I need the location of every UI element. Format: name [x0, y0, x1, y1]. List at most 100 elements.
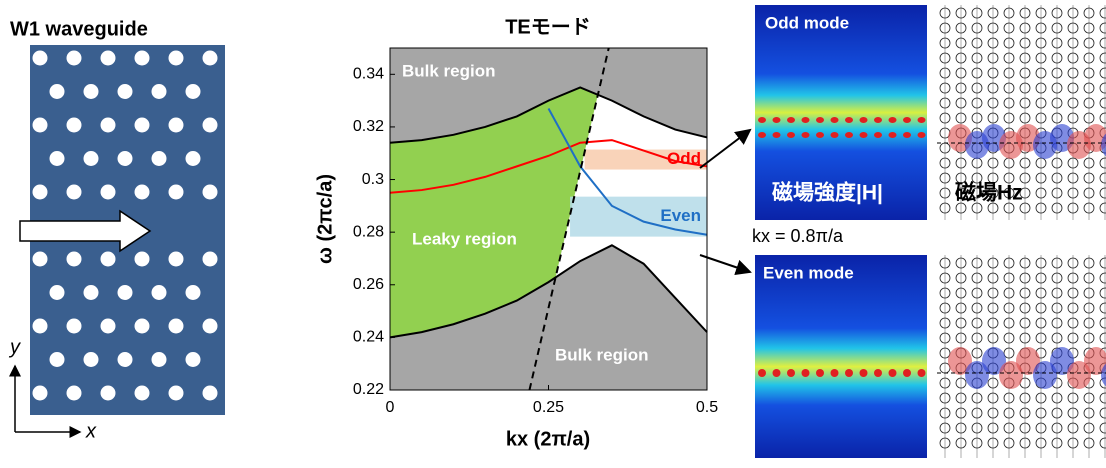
hole	[169, 319, 184, 334]
hot-spot	[845, 117, 853, 123]
hot-spot	[845, 132, 853, 138]
hole	[50, 352, 65, 367]
axis-label: x	[85, 420, 97, 442]
hole	[67, 386, 82, 401]
hot-spot	[802, 117, 810, 123]
hole	[33, 386, 48, 401]
hot-spot	[918, 117, 926, 123]
hole	[203, 252, 218, 267]
hot-spot	[889, 369, 897, 377]
hot-spot	[787, 369, 795, 377]
hot-spot	[918, 132, 926, 138]
hole	[169, 51, 184, 66]
figure: W1 waveguide y x TEモード kx (2π/a) ω (2πc/…	[0, 0, 1106, 463]
x-tick-label: 0.5	[696, 399, 718, 416]
hole	[186, 151, 201, 166]
hot-spot	[874, 117, 882, 123]
hot-spot	[773, 117, 781, 123]
y-axis-label: ω (2πc/a)	[314, 174, 336, 264]
hole	[50, 84, 65, 99]
hole	[33, 51, 48, 66]
panel-title: Odd mode	[765, 13, 849, 32]
hole	[203, 386, 218, 401]
hole	[135, 386, 150, 401]
hole	[84, 352, 99, 367]
y-tick-label: 0.22	[353, 381, 384, 398]
field-image	[755, 255, 927, 458]
band-label: Odd	[667, 149, 701, 168]
hole	[135, 118, 150, 133]
hole	[135, 319, 150, 334]
hole	[67, 252, 82, 267]
hot-spot	[816, 369, 824, 377]
hole	[101, 118, 116, 133]
region-label: Bulk region	[555, 345, 649, 364]
hole	[186, 352, 201, 367]
hot-spot	[874, 132, 882, 138]
hot-spot	[787, 117, 795, 123]
hole	[84, 285, 99, 300]
panel-label: 磁場Hz	[955, 181, 1023, 205]
hot-spot	[758, 132, 766, 138]
hole	[67, 51, 82, 66]
y-tick-label: 0.32	[353, 118, 384, 135]
hole	[101, 319, 116, 334]
hole	[152, 84, 167, 99]
hole	[135, 185, 150, 200]
hole	[101, 51, 116, 66]
hole	[84, 151, 99, 166]
hot-spot	[918, 369, 926, 377]
hole	[203, 185, 218, 200]
hot-spot	[831, 132, 839, 138]
hot-spot	[758, 369, 766, 377]
hot-spot	[845, 369, 853, 377]
hot-spot	[874, 369, 882, 377]
hole	[169, 118, 184, 133]
hot-spot	[758, 117, 766, 123]
hole	[118, 352, 133, 367]
y-tick-label: 0.28	[353, 223, 384, 240]
y-tick-label: 0.24	[353, 329, 384, 346]
hole	[101, 386, 116, 401]
hot-spot	[889, 117, 897, 123]
hole	[50, 285, 65, 300]
hot-spot	[802, 132, 810, 138]
panel-title: Even mode	[763, 263, 854, 282]
k-label: kx = 0.8π/a	[752, 226, 844, 246]
hole	[33, 252, 48, 267]
hot-spot	[816, 117, 824, 123]
hot-spot	[787, 132, 795, 138]
hole	[33, 118, 48, 133]
hole	[203, 118, 218, 133]
field-panels: Odd mode Even mode 磁場強度|H| 磁場Hz kx = 0.8…	[700, 5, 1106, 458]
hot-spot	[831, 369, 839, 377]
waveguide-panel: W1 waveguide y x	[8, 18, 225, 442]
hole	[203, 319, 218, 334]
hot-spot	[903, 132, 911, 138]
region-label: Leaky region	[412, 229, 517, 248]
region-label: Bulk region	[402, 61, 496, 80]
hot-spot	[889, 132, 897, 138]
y-tick-label: 0.26	[353, 276, 384, 293]
x-tick-label: 0	[386, 399, 395, 416]
hole	[135, 51, 150, 66]
hole	[101, 185, 116, 200]
hole	[152, 151, 167, 166]
hot-spot	[773, 132, 781, 138]
hot-spot	[860, 132, 868, 138]
x-tick-label: 0.25	[533, 399, 564, 416]
axis-label: y	[8, 336, 21, 358]
hole	[33, 319, 48, 334]
hole	[118, 84, 133, 99]
panel-label: 磁場強度|H|	[772, 181, 883, 205]
hole	[118, 151, 133, 166]
band-label: Even	[660, 206, 701, 225]
hole	[67, 118, 82, 133]
hot-spot	[860, 369, 868, 377]
hole	[135, 252, 150, 267]
y-tick-label: 0.3	[362, 171, 384, 188]
hole	[152, 285, 167, 300]
panel-title: W1 waveguide	[10, 18, 148, 40]
hole	[118, 285, 133, 300]
